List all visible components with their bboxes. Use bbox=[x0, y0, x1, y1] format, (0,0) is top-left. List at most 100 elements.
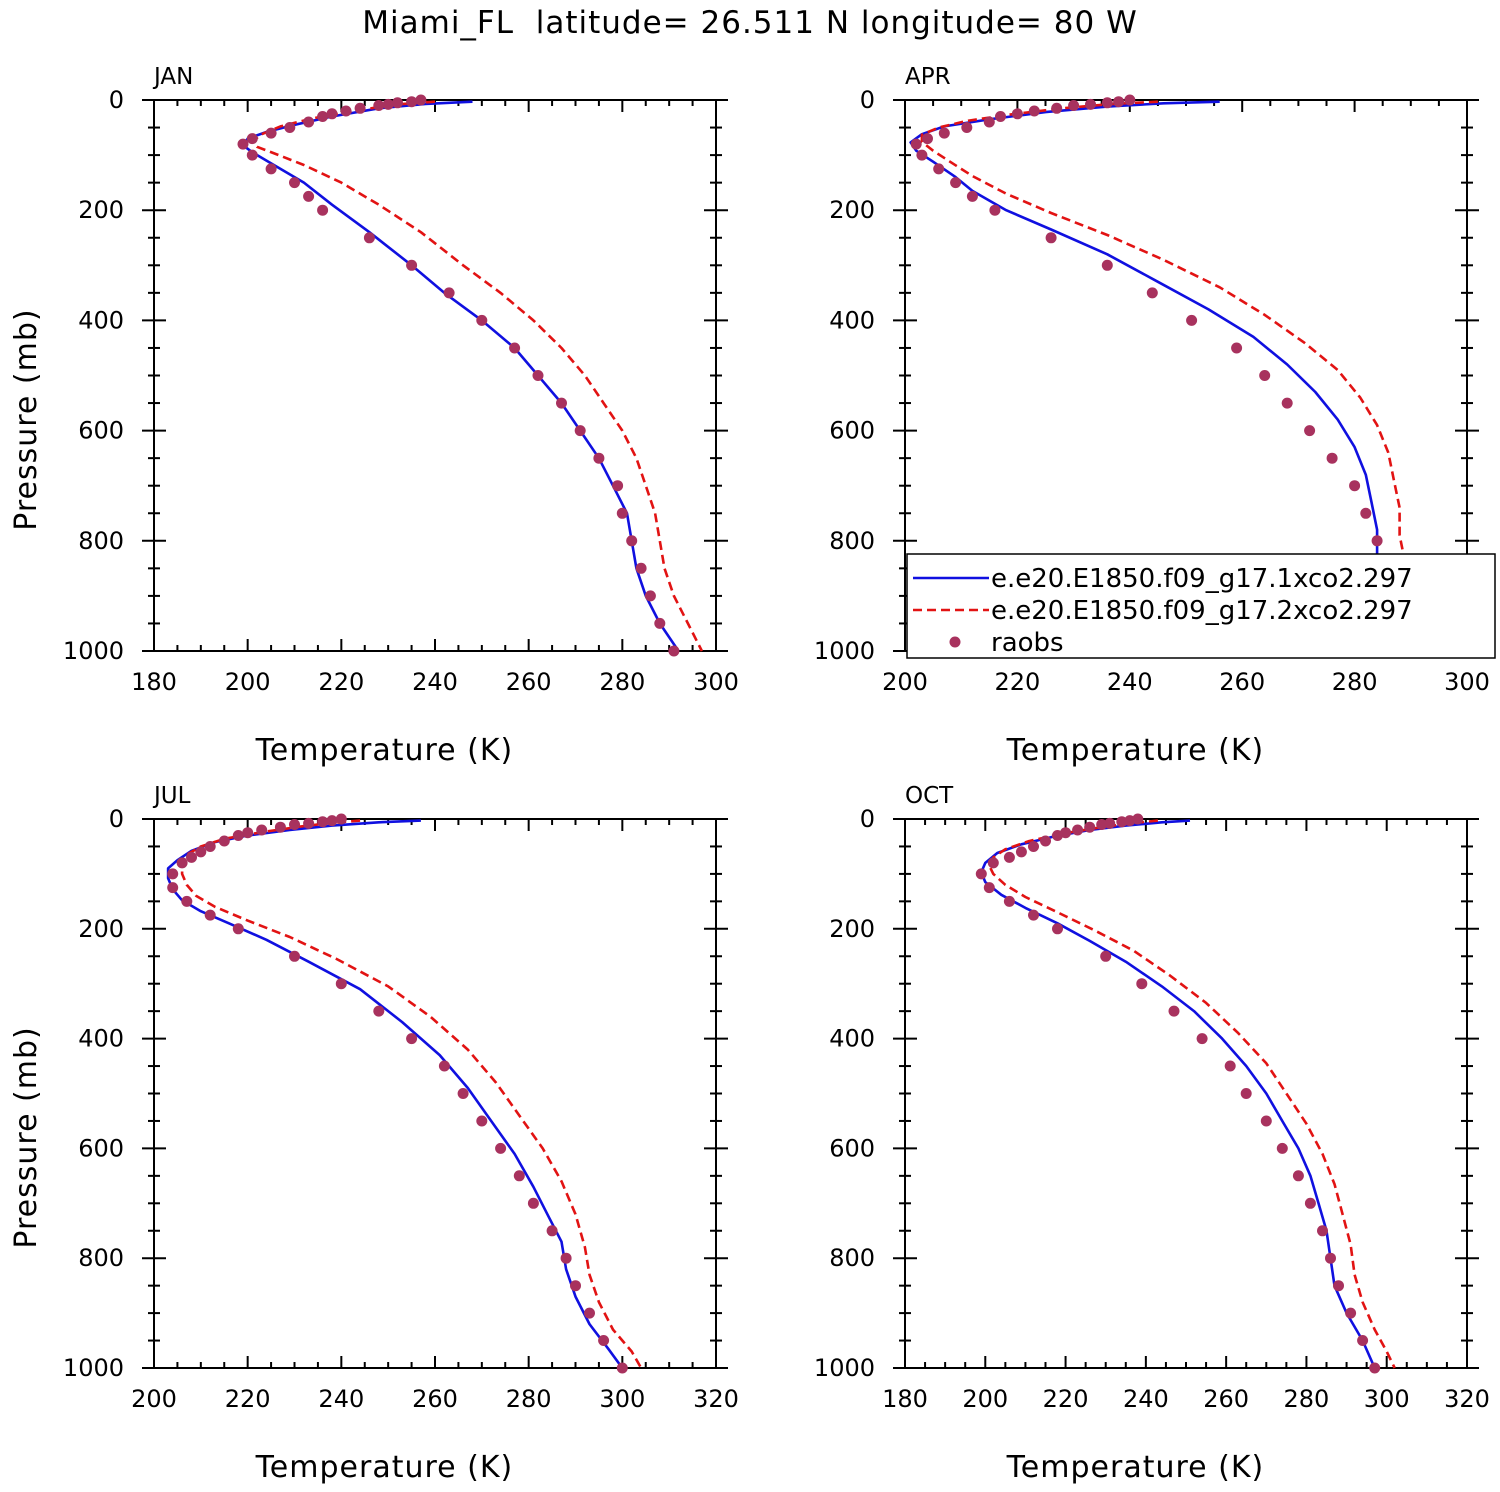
series-line-2xco2-jul bbox=[180, 819, 643, 1369]
raobs-point bbox=[546, 1225, 558, 1237]
series-line-1xco2-jan bbox=[241, 100, 680, 652]
raobs-point bbox=[1224, 1060, 1236, 1072]
x-tick-label: 300 bbox=[1444, 668, 1490, 696]
raobs-point bbox=[289, 950, 300, 962]
x-axis-label: Temperature (K) bbox=[255, 1450, 514, 1485]
x-tick-label: 180 bbox=[882, 1385, 928, 1413]
x-tick-label: 200 bbox=[131, 1385, 177, 1413]
raobs-point bbox=[975, 868, 987, 880]
raobs-point bbox=[1051, 102, 1063, 114]
x-tick-label: 280 bbox=[599, 668, 645, 696]
raobs-point bbox=[1085, 98, 1096, 110]
raobs-point bbox=[556, 397, 567, 409]
x-tick-label: 220 bbox=[225, 1385, 271, 1413]
raobs-point bbox=[265, 163, 277, 175]
panel-label-oct: OCT bbox=[905, 783, 954, 809]
raobs-point bbox=[1259, 370, 1271, 381]
x-tick-label: 280 bbox=[1332, 668, 1378, 696]
y-tick-label: 1000 bbox=[814, 1354, 875, 1382]
x-axis-label: Temperature (K) bbox=[255, 733, 514, 768]
raobs-point bbox=[317, 111, 329, 122]
raobs-point bbox=[246, 149, 258, 161]
y-tick-label: 800 bbox=[829, 527, 875, 555]
raobs-point bbox=[195, 846, 207, 858]
x-tick-label: 280 bbox=[506, 1385, 552, 1413]
raobs-point bbox=[1124, 94, 1136, 106]
raobs-point bbox=[950, 177, 962, 189]
y-tick-label: 200 bbox=[78, 915, 124, 943]
panel-apr: APR 200 220 240 260 280 300 0 200 400 600 800 1000 Te… bbox=[814, 64, 1496, 768]
raobs-point bbox=[644, 590, 656, 602]
panel-jan: JAN 180 200 220 240 260 280 300 0 200 400 600 800 100… bbox=[9, 64, 739, 768]
raobs-point bbox=[242, 827, 254, 839]
raobs-point bbox=[340, 105, 352, 117]
raobs-point bbox=[265, 127, 277, 139]
raobs-point bbox=[284, 122, 296, 133]
raobs-point bbox=[1231, 342, 1243, 354]
legend-label: e.e20.E1850.f09_g17.1xco2.297 bbox=[991, 564, 1413, 594]
raobs-point bbox=[326, 815, 338, 827]
y-tick-label: 0 bbox=[860, 86, 875, 114]
raobs-point bbox=[1104, 817, 1116, 829]
series-raobs-jul bbox=[167, 813, 628, 1374]
raobs-point bbox=[532, 370, 544, 381]
raobs-point bbox=[373, 100, 385, 111]
x-tick-label: 260 bbox=[412, 1385, 458, 1413]
raobs-point bbox=[1003, 851, 1015, 863]
raobs-point bbox=[1040, 835, 1051, 847]
plot-frame-oct bbox=[904, 818, 1468, 1369]
raobs-point bbox=[987, 857, 999, 869]
y-tick-label: 400 bbox=[829, 306, 875, 334]
raobs-point bbox=[382, 98, 394, 110]
raobs-point bbox=[1124, 815, 1136, 827]
x-tick-label: 200 bbox=[962, 1385, 1008, 1413]
y-tick-label: 200 bbox=[829, 915, 875, 943]
y-axis-label: Pressure (mb) bbox=[9, 308, 44, 530]
raobs-point bbox=[1371, 535, 1383, 547]
raobs-point bbox=[1326, 452, 1338, 464]
series-line-1xco2-apr bbox=[909, 100, 1440, 652]
raobs-point bbox=[1084, 821, 1096, 833]
raobs-point bbox=[232, 830, 244, 841]
raobs-point bbox=[995, 111, 1006, 122]
x-axis-label: Temperature (K) bbox=[1006, 1450, 1265, 1485]
raobs-point bbox=[363, 232, 375, 244]
raobs-point bbox=[176, 857, 188, 869]
x-tick-label: 300 bbox=[599, 1385, 645, 1413]
raobs-point bbox=[237, 138, 249, 150]
panel-jul: JUL 200 220 240 260 280 300 320 0 200 400 600 800 100… bbox=[9, 783, 739, 1485]
raobs-point bbox=[476, 314, 488, 326]
raobs-point bbox=[317, 816, 329, 828]
panel-label-jul: JUL bbox=[152, 783, 191, 809]
raobs-point bbox=[1345, 1307, 1357, 1319]
raobs-point bbox=[635, 562, 647, 574]
raobs-point bbox=[317, 204, 329, 216]
x-tick-label: 320 bbox=[693, 1385, 739, 1413]
x-tick-label: 240 bbox=[1123, 1385, 1169, 1413]
raobs-point bbox=[933, 163, 945, 175]
raobs-point bbox=[204, 841, 216, 852]
raobs-point bbox=[373, 1005, 385, 1017]
x-tick-label: 240 bbox=[1107, 668, 1153, 696]
x-tick-label: 240 bbox=[412, 668, 458, 696]
series-raobs-jan bbox=[237, 94, 680, 657]
raobs-point bbox=[1068, 100, 1080, 111]
raobs-point bbox=[1052, 830, 1063, 841]
raobs-point bbox=[1333, 1280, 1344, 1292]
series-line-2xco2-oct bbox=[988, 819, 1396, 1369]
raobs-point bbox=[1113, 96, 1125, 108]
series-line-2xco2-jan bbox=[251, 100, 704, 652]
x-tick-label: 260 bbox=[506, 668, 552, 696]
raobs-point bbox=[983, 116, 995, 128]
raobs-point bbox=[1186, 314, 1198, 326]
y-tick-label: 1000 bbox=[63, 1354, 124, 1382]
y-tick-label: 800 bbox=[78, 527, 124, 555]
raobs-point bbox=[1304, 1197, 1316, 1209]
raobs-point bbox=[598, 1335, 610, 1346]
series-raobs-apr bbox=[910, 94, 1445, 657]
raobs-point bbox=[415, 94, 427, 106]
raobs-point bbox=[593, 452, 605, 464]
raobs-point bbox=[612, 480, 624, 492]
plot-frame-jan bbox=[153, 99, 717, 652]
y-tick-label: 600 bbox=[78, 1134, 124, 1162]
